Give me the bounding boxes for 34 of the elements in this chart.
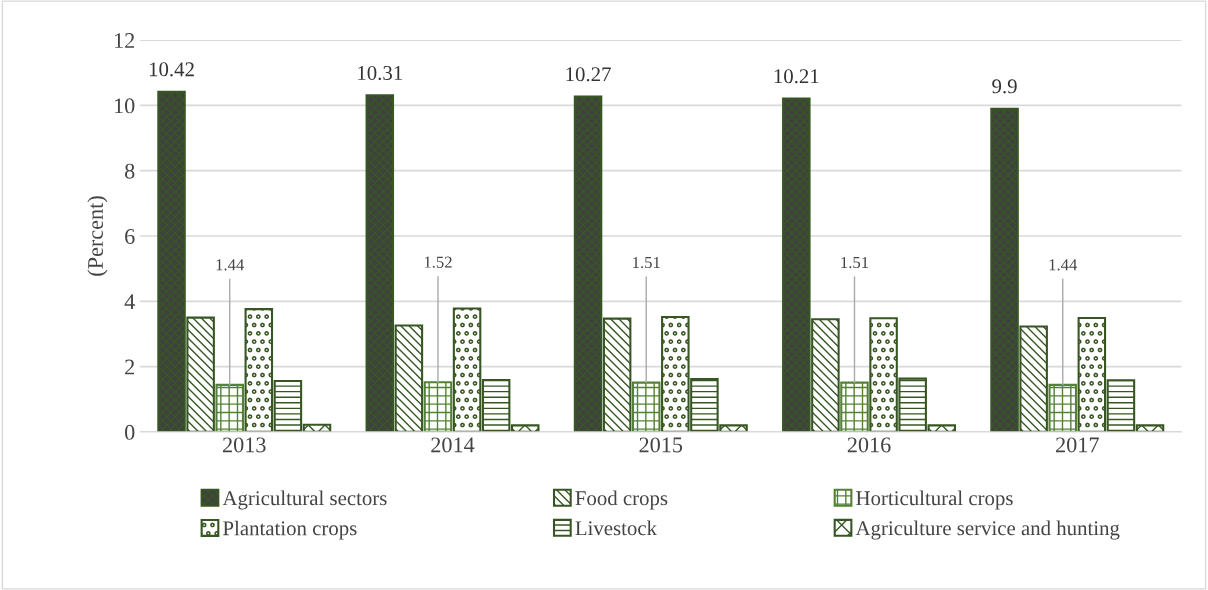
bar [631,381,661,432]
data-label: 1.52 [424,256,452,268]
bar [423,381,453,432]
legend-label: Agriculture service and hunting [855,520,1120,540]
data-label: 9.9 [992,79,1017,94]
y-tick-label: 8 [125,163,135,179]
data-label: 10.42 [149,62,194,77]
data-label: 10.27 [566,67,611,82]
y-tick-label: 10 [115,98,135,114]
x-tick-label: 2017 [1056,437,1099,453]
data-label: 10.31 [358,65,402,81]
bar [215,383,244,432]
data-label: 1.44 [216,259,245,271]
x-tick-label: 2013 [223,437,266,453]
y-tick-label: 6 [125,228,135,244]
legend-label: Food crops [575,490,668,510]
y-tick-label: 4 [124,294,135,309]
legend-label: Horticultural crops [856,490,1013,510]
data-label: 1.51 [633,256,660,269]
x-tick-label: 2015 [639,437,683,453]
y-axis-title: (Percent) [87,196,108,276]
legend-label: Livestock [575,520,658,536]
legend-label: Plantation crops [223,520,357,540]
legend-label: Agricultural sectors [222,490,387,510]
data-label: 1.51 [841,256,869,269]
x-tick-label: 2016 [847,437,891,453]
bar [1048,383,1078,432]
y-tick-label: 12 [115,33,135,48]
data-label: 10.21 [774,69,819,84]
x-tick-label: 2014 [431,437,475,453]
y-tick-label: 0 [125,424,135,440]
data-label: 1.44 [1049,259,1078,271]
y-tick-label: 2 [125,359,135,375]
bar [840,381,869,432]
